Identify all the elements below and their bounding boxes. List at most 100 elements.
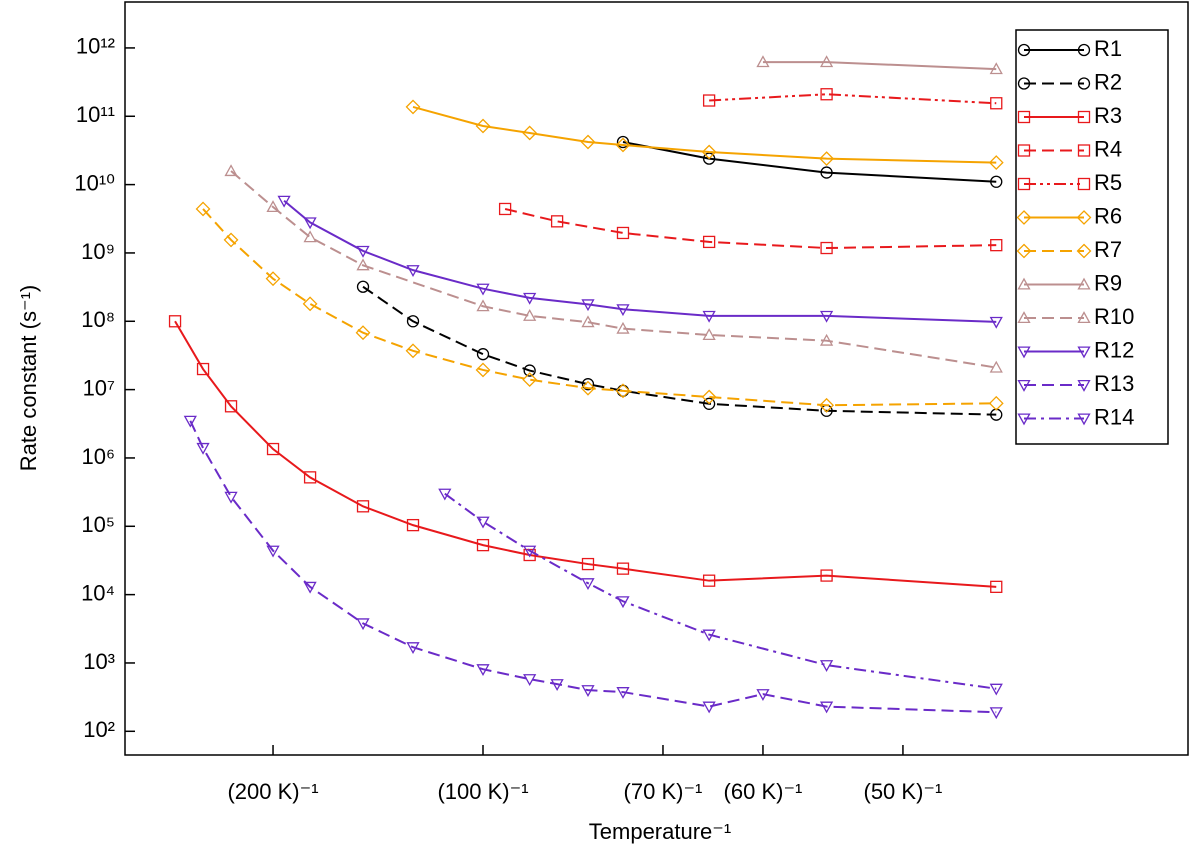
legend-label: R14 <box>1094 404 1134 429</box>
x-tick-label: (70 K)⁻¹ <box>624 779 703 804</box>
series-line <box>174 320 997 588</box>
marker <box>475 118 491 134</box>
marker <box>988 395 1004 411</box>
marker <box>581 299 595 312</box>
marker <box>476 348 490 361</box>
marker <box>1077 379 1091 392</box>
marker <box>819 701 834 714</box>
legend-label: R13 <box>1094 371 1134 396</box>
legend-label: R5 <box>1094 170 1122 195</box>
marker <box>615 137 631 153</box>
marker <box>990 97 1003 110</box>
marker <box>616 135 630 149</box>
marker <box>819 310 834 323</box>
y-tick-label: 10³ <box>83 649 115 674</box>
series-line <box>412 105 997 164</box>
marker <box>266 200 280 213</box>
marker <box>476 283 490 296</box>
marker <box>406 518 420 532</box>
marker <box>820 88 833 101</box>
marker <box>405 99 421 115</box>
marker <box>406 265 420 277</box>
marker <box>1077 277 1091 290</box>
legend-label: R1 <box>1094 36 1122 61</box>
marker <box>616 321 630 334</box>
marker <box>266 545 280 558</box>
marker <box>356 618 370 631</box>
marker <box>406 315 420 328</box>
marker <box>1077 346 1091 359</box>
x-tick-label: (50 K)⁻¹ <box>864 779 943 804</box>
marker <box>223 232 239 248</box>
marker <box>476 299 490 312</box>
plot-frame <box>124 1 1189 756</box>
marker <box>581 557 595 571</box>
marker <box>1076 243 1092 259</box>
marker <box>224 164 238 177</box>
marker <box>702 328 716 341</box>
marker <box>702 235 716 249</box>
legend-label: R9 <box>1094 270 1122 295</box>
y-tick-label: 10⁴ <box>81 580 115 605</box>
series-line <box>444 492 997 690</box>
legend-label: R6 <box>1094 203 1122 228</box>
marker <box>265 271 281 287</box>
y-tick-label: 10⁷ <box>83 375 115 400</box>
legend-label: R12 <box>1094 337 1134 362</box>
marker <box>406 642 420 655</box>
marker <box>616 596 630 609</box>
y-tick-label: 10¹⁰ <box>74 170 115 195</box>
marker <box>303 230 317 243</box>
marker <box>1017 110 1031 124</box>
marker <box>1017 346 1031 359</box>
legend-label: R2 <box>1094 69 1122 94</box>
marker <box>702 152 716 165</box>
y-axis-label: Rate constant (s⁻¹) <box>16 285 41 471</box>
marker <box>990 580 1003 593</box>
marker <box>475 362 491 378</box>
legend-label: R10 <box>1094 304 1134 329</box>
marker <box>702 397 716 410</box>
marker <box>196 362 210 376</box>
series-line <box>504 207 997 250</box>
marker <box>1077 144 1091 157</box>
marker <box>702 94 716 107</box>
marker <box>523 545 537 558</box>
marker <box>989 62 1003 75</box>
marker <box>1017 144 1031 157</box>
series-line <box>709 93 997 105</box>
marker <box>701 144 717 160</box>
marker <box>303 581 317 594</box>
x-tick-label: (100 K)⁻¹ <box>437 779 528 804</box>
marker <box>356 500 370 513</box>
marker <box>616 687 630 699</box>
marker <box>476 664 490 677</box>
marker <box>581 378 595 391</box>
series-line <box>283 200 997 323</box>
y-tick-label: 10⁹ <box>81 239 115 264</box>
marker <box>580 134 596 150</box>
y-tick-label: 10⁵ <box>81 512 115 537</box>
marker <box>523 292 537 305</box>
y-tick-label: 10⁶ <box>81 444 115 469</box>
marker <box>405 343 421 359</box>
x-tick-label: (60 K)⁻¹ <box>724 779 803 804</box>
y-tick-label: 10⁸ <box>81 307 115 332</box>
marker <box>356 280 370 293</box>
marker <box>990 239 1003 252</box>
marker <box>820 166 833 179</box>
marker <box>303 217 317 230</box>
marker <box>523 674 537 686</box>
marker <box>819 660 834 672</box>
y-tick-label: 10¹¹ <box>76 102 115 127</box>
marker <box>550 679 564 691</box>
marker <box>522 372 538 388</box>
marker <box>820 569 833 582</box>
marker <box>183 415 197 428</box>
legend-label: R7 <box>1094 237 1122 262</box>
marker <box>438 488 452 501</box>
marker <box>1017 311 1031 324</box>
marker <box>702 310 716 323</box>
marker <box>819 397 835 413</box>
